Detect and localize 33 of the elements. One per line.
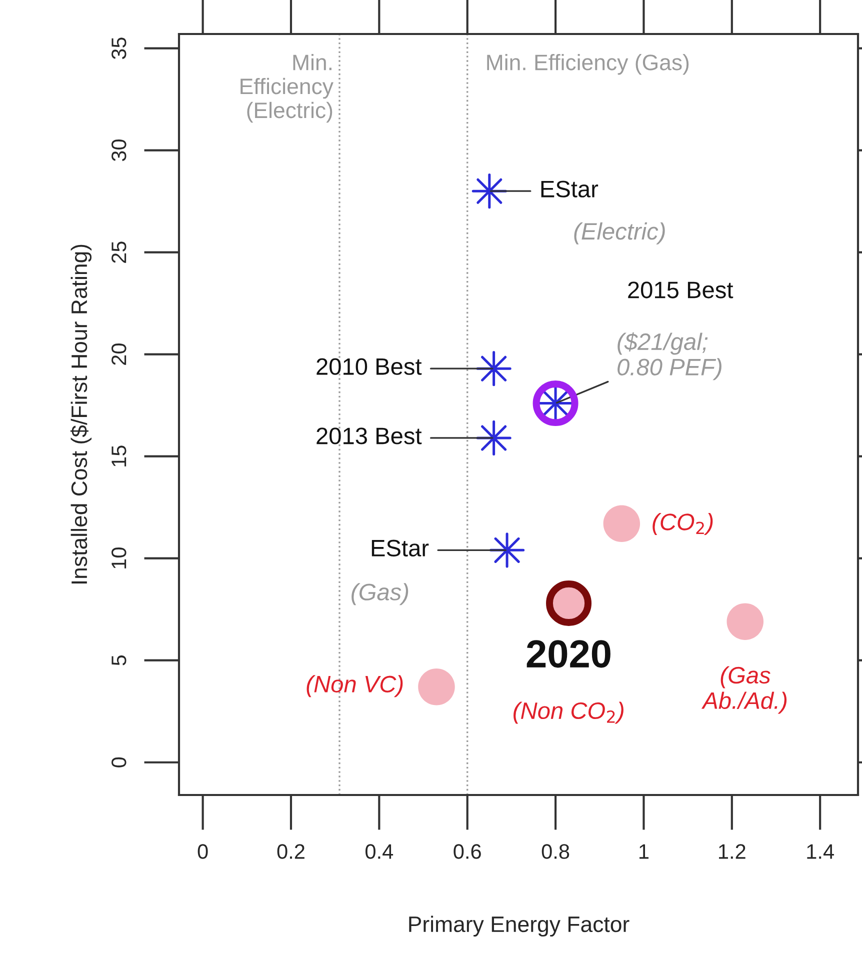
x-axis-title: Primary Energy Factor	[409, 916, 630, 937]
y-tick-label: 25	[112, 242, 126, 263]
annotation: (Gas Ab./Ad.)	[701, 666, 787, 714]
x-tick-label: 0.8	[542, 844, 570, 859]
y-tick-label: 30	[112, 140, 126, 162]
x-tick-label: 0.2	[277, 844, 304, 859]
annotation: (Non CO$_{2}$)	[514, 702, 624, 724]
annotation: 2013 Best	[316, 428, 422, 444]
x-tick-label: 1	[640, 844, 648, 859]
ref-line-label: Min. Efficiency (Electric)	[240, 54, 334, 123]
y-tick-label: 5	[112, 655, 126, 666]
annotation: 2020	[526, 640, 610, 668]
annotation: 2015 Best	[628, 282, 734, 298]
y-tick-label: 20	[112, 344, 126, 365]
y-tick-label: 0	[112, 757, 126, 768]
x-tick-label: 0.4	[366, 844, 394, 859]
x-tick-label: 0	[198, 844, 208, 859]
x-tick-label: 0.6	[454, 844, 481, 859]
annotation: ($21/gal; 0.80 PEF)	[618, 332, 722, 380]
y-tick-label: 15	[112, 446, 126, 466]
annotation: (Non VC)	[306, 675, 403, 698]
annotation: EStar	[541, 180, 598, 198]
annotation: (CO$_{2}$)	[652, 512, 713, 535]
annotation: (Electric)	[574, 222, 665, 244]
ref-line-label: Min. Efficiency (Gas)	[487, 54, 689, 75]
annotation: (Gas)	[352, 583, 408, 606]
annotation: 2010 Best	[316, 358, 422, 375]
x-tick-label: 1.2	[719, 844, 746, 859]
y-tick-label: 35	[112, 38, 126, 60]
y-axis-title: Installed Cost ($/First Hour Rating)	[70, 244, 92, 584]
annotation: EStar	[372, 540, 429, 557]
y-tick-label: 10	[112, 548, 126, 568]
x-tick-label: 1.4	[807, 844, 834, 859]
